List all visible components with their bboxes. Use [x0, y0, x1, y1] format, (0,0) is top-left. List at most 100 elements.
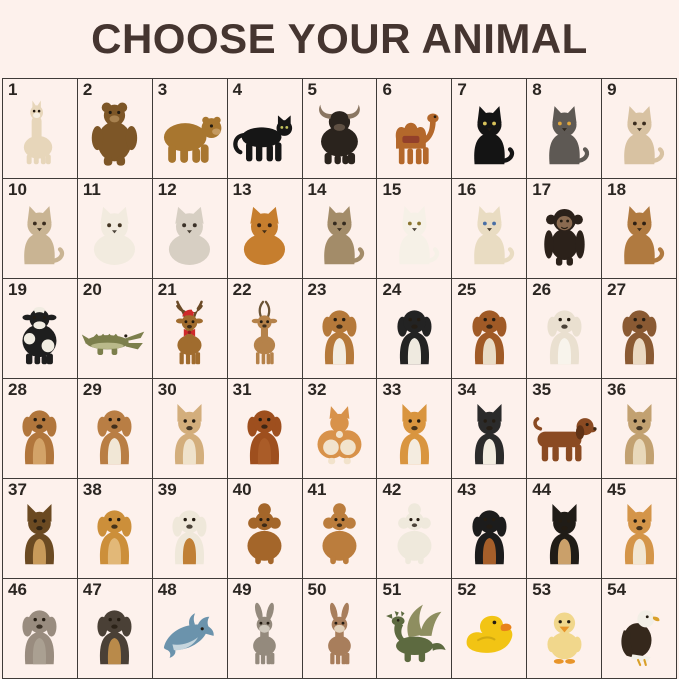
- grid-cell-corgi[interactable]: 33: [377, 379, 453, 479]
- grid-cell-boxer-dog[interactable]: 25: [452, 279, 528, 379]
- chimpanzee-illustration: [529, 189, 600, 277]
- grid-cell-orange-persian-cat[interactable]: 13: [227, 179, 303, 279]
- grid-cell-corgi-back-view[interactable]: 32: [302, 379, 378, 479]
- cell-number: 31: [232, 380, 252, 399]
- grid-cell-standing-brown-bear[interactable]: 2: [77, 79, 153, 179]
- cell-number: 53: [532, 580, 552, 599]
- grid-cell-german-shepherd[interactable]: 37: [3, 479, 78, 579]
- grid-cell-camel[interactable]: 6: [377, 79, 453, 179]
- grid-cell-golden-retriever[interactable]: 38: [77, 479, 153, 579]
- animal-grid: 1 2 3 4 5 6 7 8 9 10 11 12 13 14: [2, 78, 677, 679]
- cell-number: 29: [82, 380, 102, 399]
- grid-cell-brown-bear[interactable]: 3: [152, 79, 228, 179]
- grid-cell-brown-donkey[interactable]: 50: [302, 579, 378, 679]
- cell-number: 50: [307, 580, 327, 599]
- grid-cell-rubber-duck[interactable]: 52: [452, 579, 528, 679]
- grid-cell-tricolor-corgi[interactable]: 34: [452, 379, 528, 479]
- black-panther-illustration: [229, 89, 300, 177]
- white-bulldog-illustration: [529, 289, 600, 377]
- grid-cell-white-bulldog[interactable]: 26: [527, 279, 603, 379]
- grid-cell-black-shiba-inu[interactable]: 44: [527, 479, 603, 579]
- grid-cell-french-bulldog[interactable]: 36: [602, 379, 677, 479]
- cell-number: 45: [607, 480, 627, 499]
- grid-cell-cow[interactable]: 19: [3, 279, 78, 379]
- gray-donkey-illustration: [229, 589, 300, 677]
- grid-cell-bulldog-puppy[interactable]: 29: [77, 379, 153, 479]
- grid-cell-dolphin[interactable]: 48: [152, 579, 228, 679]
- grid-cell-yorkshire-terrier[interactable]: 47: [77, 579, 153, 679]
- grid-cell-beagle[interactable]: 23: [302, 279, 378, 379]
- bald-eagle-illustration: [604, 589, 675, 677]
- chihuahua-illustration: [154, 389, 225, 477]
- grid-cell-dachshund[interactable]: 35: [527, 379, 603, 479]
- grid-cell-gray-cat[interactable]: 8: [527, 79, 603, 179]
- tricolor-corgi-illustration: [454, 389, 525, 477]
- grid-cell-gray-donkey[interactable]: 49: [227, 579, 303, 679]
- rubber-duck-illustration: [454, 589, 525, 677]
- cell-number: 46: [8, 580, 27, 599]
- cell-number: 38: [82, 480, 102, 499]
- grid-cell-ragdoll-cat[interactable]: 16: [452, 179, 528, 279]
- grid-cell-tan-bulldog[interactable]: 28: [3, 379, 78, 479]
- grid-cell-christmas-reindeer[interactable]: 21: [152, 279, 228, 379]
- brown-donkey-illustration: [304, 589, 375, 677]
- grid-cell-goldendoodle[interactable]: 40: [227, 479, 303, 579]
- dolphin-illustration: [154, 589, 225, 677]
- grid-cell-brindle-bulldog[interactable]: 27: [602, 279, 677, 379]
- grid-cell-buffalo[interactable]: 5: [302, 79, 378, 179]
- grid-cell-calico-shorthair-cat[interactable]: 10: [3, 179, 78, 279]
- grid-cell-weimaraner[interactable]: 46: [3, 579, 78, 679]
- grid-cell-black-panther[interactable]: 4: [227, 79, 303, 179]
- grid-cell-cocker-spaniel[interactable]: 31: [227, 379, 303, 479]
- cell-number: 18: [607, 180, 627, 199]
- cell-number: 28: [8, 380, 27, 399]
- apricot-poodle-illustration: [304, 489, 375, 577]
- grid-cell-jack-russell-terrier[interactable]: 39: [152, 479, 228, 579]
- cell-number: 15: [382, 180, 402, 199]
- grid-cell-rottweiler[interactable]: 43: [452, 479, 528, 579]
- rottweiler-illustration: [454, 489, 525, 577]
- cell-number: 39: [157, 480, 177, 499]
- grid-cell-shiba-inu[interactable]: 45: [602, 479, 677, 579]
- grid-cell-white-poodle[interactable]: 42: [377, 479, 453, 579]
- cell-number: 44: [532, 480, 552, 499]
- grid-cell-crocodile[interactable]: 20: [77, 279, 153, 379]
- grid-cell-bald-eagle[interactable]: 54: [602, 579, 677, 679]
- black-shiba-inu-illustration: [529, 489, 600, 577]
- cell-number: 43: [457, 480, 477, 499]
- cell-number: 33: [382, 380, 402, 399]
- white-cat-illustration: [379, 189, 450, 277]
- cell-number: 14: [307, 180, 327, 199]
- grid-cell-white-persian-cat[interactable]: 11: [77, 179, 153, 279]
- black-cat-illustration: [454, 89, 525, 177]
- orange-persian-cat-illustration: [229, 189, 300, 277]
- cell-number: 19: [8, 280, 27, 299]
- grid-cell-alpaca[interactable]: 1: [3, 79, 78, 179]
- grid-cell-cougar[interactable]: 18: [602, 179, 677, 279]
- grid-cell-tabby-cat[interactable]: 14: [302, 179, 378, 279]
- grid-cell-black-cat[interactable]: 7: [452, 79, 528, 179]
- golden-retriever-illustration: [79, 489, 150, 577]
- grid-cell-chihuahua[interactable]: 30: [152, 379, 228, 479]
- grid-cell-white-cat[interactable]: 15: [377, 179, 453, 279]
- cell-number: 26: [532, 280, 552, 299]
- white-poodle-illustration: [379, 489, 450, 577]
- grid-cell-duckling[interactable]: 53: [527, 579, 603, 679]
- bulldog-puppy-illustration: [79, 389, 150, 477]
- grid-cell-dragon[interactable]: 51: [377, 579, 453, 679]
- camel-illustration: [379, 89, 450, 177]
- grid-cell-border-collie[interactable]: 24: [377, 279, 453, 379]
- weimaraner-illustration: [4, 589, 75, 677]
- alpaca-illustration: [4, 89, 75, 177]
- cell-number: 24: [382, 280, 402, 299]
- page-title: CHOOSE YOUR ANIMAL: [91, 15, 588, 62]
- cell-number: 36: [607, 380, 627, 399]
- cell-number: 7: [457, 80, 467, 99]
- grid-cell-gazelle[interactable]: 22: [227, 279, 303, 379]
- grid-cell-calico-cat[interactable]: 9: [602, 79, 677, 179]
- grid-cell-chimpanzee[interactable]: 17: [527, 179, 603, 279]
- grid-cell-gray-persian-cat[interactable]: 12: [152, 179, 228, 279]
- cell-number: 5: [307, 80, 318, 99]
- ragdoll-cat-illustration: [454, 189, 525, 277]
- grid-cell-apricot-poodle[interactable]: 41: [302, 479, 378, 579]
